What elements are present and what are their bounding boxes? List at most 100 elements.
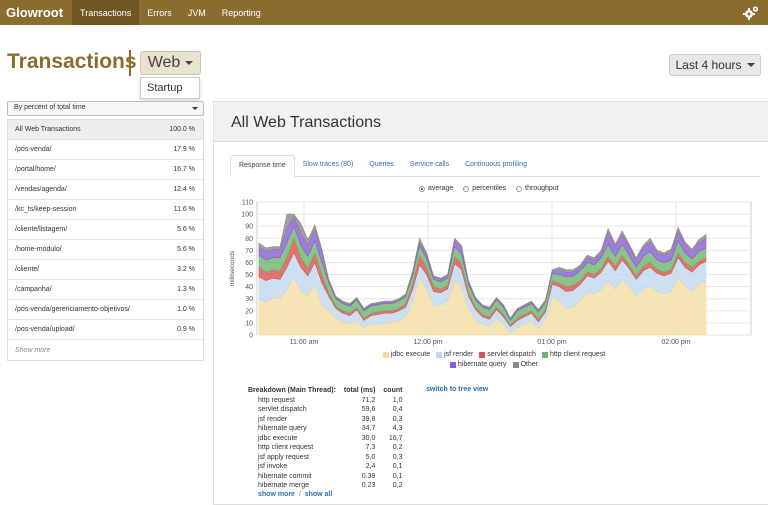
transaction-percent: 16.7 % (173, 166, 195, 173)
chevron-down-icon (192, 107, 198, 110)
breakdown-total: 0.23 (361, 482, 376, 489)
transaction-row[interactable]: /kc_ts/keep-session 11.6 % (8, 200, 203, 220)
breakdown-row[interactable]: jdbc execute 30,0 16,7 (248, 434, 402, 444)
column-count: count (383, 387, 403, 394)
transaction-name: /pos-venda/upload/ (15, 326, 75, 333)
chart-legend: jdbc execute jsf render servlet dispatch ht… (364, 350, 624, 370)
transaction-name: All Web Transactions (15, 126, 81, 133)
legend-item: http client request (541, 350, 606, 360)
breakdown-name: jsf apply request (258, 453, 309, 461)
transaction-row[interactable]: /home-modulo/ 5.6 % (8, 240, 203, 260)
radio-average[interactable]: average (419, 185, 453, 192)
transaction-row[interactable]: /campanha/ 1.3 % (8, 280, 203, 300)
radio-percentiles[interactable]: percentiles (463, 185, 506, 192)
nav-tab-reporting[interactable]: Reporting (221, 7, 261, 18)
transaction-row-all[interactable]: All Web Transactions 100.0 % (8, 120, 203, 140)
y-tick-label: 40 (245, 284, 253, 291)
legend-label: http client request (549, 351, 606, 358)
radio-button-selected[interactable] (419, 185, 425, 192)
legend-label: servlet dispatch (487, 351, 536, 358)
sort-select-value: By percent of total time (14, 104, 86, 111)
breakdown-total: 34,7 (361, 425, 376, 432)
menu-item-startup[interactable]: Startup (147, 82, 183, 94)
breakdown-row[interactable]: hibernate query 34,7 4,3 (248, 424, 402, 434)
transaction-percent: 12.4 % (173, 186, 195, 193)
nav-tab-jvm[interactable]: JVM (187, 7, 206, 18)
tab-service-calls[interactable]: Service calls (409, 161, 450, 168)
y-axis-label: milliseconds (229, 250, 236, 286)
breakdown-name: hibernate commit (258, 472, 312, 480)
legend-swatch (541, 352, 548, 358)
breakdown-row[interactable]: jsf invoke 2,4 0,1 (248, 462, 402, 472)
breakdown-row[interactable]: hibernate merge 0.23 0,2 (248, 481, 402, 491)
radio-throughput[interactable]: throughput (516, 185, 559, 192)
transaction-name: /pos-venda/gerenciamento-objetivos/ (15, 306, 130, 313)
breakdown-row[interactable]: http request 71,2 1,0 (248, 396, 402, 406)
chevron-down-icon (185, 61, 194, 65)
y-tick-label: 20 (245, 308, 253, 315)
transaction-name: /cliente/ (15, 266, 40, 273)
y-tick-label: 70 (245, 248, 253, 255)
transaction-name: /kc_ts/keep-session (15, 206, 77, 213)
breakdown-total: 71,2 (361, 396, 376, 404)
breakdown-row[interactable]: http client request 7,3 0,2 (248, 443, 402, 453)
tab-continuous-profiling[interactable]: Continuous profiling (465, 161, 527, 168)
breakdown-total: 39,8 (361, 415, 376, 423)
breakdown-name: jsf render (258, 415, 288, 423)
top-navbar: Glowroot Transactions Errors JVM Reporti… (0, 0, 768, 25)
view-options: average percentiles throughput (419, 185, 559, 192)
transaction-row[interactable]: /portal/home/ 16.7 % (8, 160, 203, 180)
breakdown-name: jsf invoke (258, 463, 288, 470)
breakdown-row[interactable]: hibernate commit 0.39 0,1 (248, 472, 402, 482)
radio-button[interactable] (463, 185, 470, 192)
breakdown-count: 0,3 (392, 453, 403, 461)
time-range-dropdown[interactable]: Last 4 hours (669, 54, 761, 76)
transaction-name: /pos-venda/ (15, 146, 52, 153)
breakdown-name: hibernate query (258, 425, 307, 432)
breakdown-header: Breakdown (Main Thread): total (ms) coun… (248, 386, 402, 396)
breakdown-row[interactable]: jsf render 39,8 0,3 (248, 415, 402, 425)
tab-queries[interactable]: Queries (369, 161, 394, 168)
nav-tab-errors[interactable]: Errors (147, 7, 172, 18)
transaction-row[interactable]: /pos-venda/gerenciamento-objetivos/ 1.0 … (8, 300, 203, 320)
show-more-link[interactable]: Show more (15, 346, 51, 354)
y-tick-label: 100 (241, 212, 253, 219)
y-tick-label: 60 (245, 260, 253, 267)
show-all-breakdown-link[interactable]: show all (304, 491, 333, 498)
link-separator: / (298, 491, 301, 498)
sort-select[interactable]: By percent of total time (7, 101, 204, 116)
area-series-other (258, 213, 707, 320)
switch-to-tree-view-link[interactable]: switch to tree view (426, 386, 489, 393)
show-more-breakdown-link[interactable]: show more (258, 491, 295, 498)
transaction-name: /home-modulo/ (15, 246, 62, 253)
tab-slow-traces[interactable]: Slow traces (80) (302, 161, 354, 168)
breakdown-count: 0,4 (392, 406, 403, 413)
y-tick-label: 50 (245, 272, 253, 279)
breakdown-row[interactable]: jsf apply request 5,0 0,3 (248, 453, 402, 463)
transaction-row[interactable]: /pos-venda/ 17.9 % (8, 140, 203, 160)
breakdown-total: 0.39 (361, 472, 376, 480)
breakdown-links: show more / show all (258, 491, 332, 498)
y-tick-label: 110 (242, 200, 253, 207)
legend-swatch (449, 362, 456, 368)
legend-label: jdbc execute (390, 351, 431, 358)
breakdown-total: 5,0 (365, 453, 376, 461)
breakdown-count: 4,3 (392, 425, 403, 432)
transaction-percent: 5.6 % (177, 246, 195, 253)
legend-swatch (512, 362, 519, 368)
transaction-name: /campanha/ (15, 286, 52, 293)
radio-button[interactable] (516, 185, 523, 192)
transaction-row[interactable]: /vendas/agenda/ 12.4 % (8, 180, 203, 200)
breakdown-name: jdbc execute (258, 434, 298, 442)
breakdown-row[interactable]: servlet dispatch 59,6 0,4 (248, 405, 402, 415)
x-tick-label: 12:00 pm (413, 339, 442, 346)
transaction-row[interactable]: /cliente/ 3.2 % (8, 260, 203, 280)
transaction-row[interactable]: /pos-venda/upload/ 0.9 % (8, 320, 203, 340)
transaction-percent: 5.6 % (177, 226, 195, 233)
gear-icon[interactable] (743, 5, 759, 21)
nav-tab-transactions[interactable]: Transactions (72, 0, 140, 25)
transaction-row[interactable]: /cliente/listagem/ 5.6 % (8, 220, 203, 240)
tab-response-time[interactable]: Response time (230, 155, 295, 177)
transaction-type-dropdown[interactable]: Web (140, 51, 201, 75)
brand-logo[interactable]: Glowroot (6, 5, 64, 20)
